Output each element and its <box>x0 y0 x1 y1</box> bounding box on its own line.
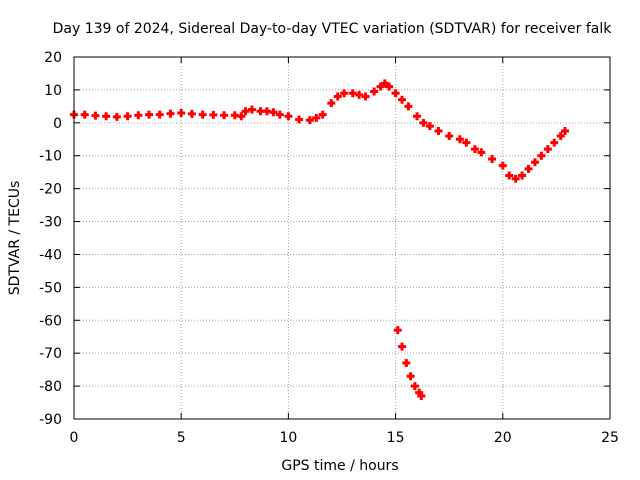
data-point <box>398 95 407 104</box>
data-point <box>470 145 479 154</box>
y-tick-label: -10 <box>39 149 62 165</box>
data-point <box>198 110 207 119</box>
data-series <box>70 79 569 400</box>
data-point <box>417 391 426 400</box>
data-point <box>406 372 415 381</box>
data-point <box>550 138 559 147</box>
data-point <box>477 148 486 157</box>
y-tick-label: -60 <box>39 313 62 329</box>
x-tick-label: 0 <box>70 430 79 446</box>
data-point <box>537 151 546 160</box>
data-point <box>505 171 514 180</box>
data-point <box>305 116 314 125</box>
data-point <box>134 111 143 120</box>
data-point <box>434 127 443 136</box>
y-tick-label: 0 <box>53 116 62 132</box>
y-tick-labels: 20 10 0 -10 -20 -30 -40 -50 -60 -70 -80 -90 <box>39 50 62 428</box>
data-point <box>556 131 565 140</box>
data-point <box>518 171 527 180</box>
y-tick-label: 20 <box>44 50 62 66</box>
y-tick-label: -80 <box>39 379 62 395</box>
data-point <box>295 115 304 124</box>
data-point <box>327 99 336 108</box>
data-point <box>410 382 419 391</box>
data-point <box>112 112 121 121</box>
y-tick-label: -40 <box>39 247 62 263</box>
data-point <box>355 90 364 99</box>
data-point <box>145 110 154 119</box>
data-point <box>380 79 389 88</box>
data-point <box>318 110 327 119</box>
data-point <box>123 112 132 121</box>
x-tick-label: 25 <box>601 430 619 446</box>
data-point <box>333 92 342 101</box>
data-point <box>340 89 349 98</box>
x-tick-label: 15 <box>387 430 405 446</box>
plot-frame <box>73 56 611 420</box>
data-point <box>312 113 321 122</box>
data-point <box>275 110 284 119</box>
data-point <box>284 112 293 121</box>
data-point <box>524 164 533 173</box>
data-point <box>102 112 111 121</box>
data-point <box>445 131 454 140</box>
data-point <box>166 109 175 118</box>
data-point <box>177 108 186 117</box>
y-tick-label: -30 <box>39 215 62 231</box>
data-point <box>462 138 471 147</box>
data-point <box>455 135 464 144</box>
data-point <box>488 155 497 164</box>
series-sdtvar <box>70 79 569 400</box>
data-point <box>498 161 507 170</box>
data-point <box>376 82 385 91</box>
chart-title: Day 139 of 2024, Sidereal Day-to-day VTE… <box>53 21 613 37</box>
data-point <box>391 89 400 98</box>
data-point <box>393 326 402 335</box>
grid-lines <box>74 57 610 419</box>
y-tick-label: 10 <box>44 83 62 99</box>
data-point <box>425 122 434 131</box>
data-point <box>187 109 196 118</box>
x-tick-labels: 0 5 10 15 20 25 <box>70 430 619 446</box>
data-point <box>370 87 379 96</box>
data-point <box>398 342 407 351</box>
x-tick-label: 5 <box>177 430 186 446</box>
data-point <box>419 118 428 127</box>
y-tick-label: -50 <box>39 280 62 296</box>
y-tick-label: -90 <box>39 412 62 428</box>
data-point <box>348 89 357 98</box>
data-point <box>361 92 370 101</box>
data-point <box>385 82 394 91</box>
data-point <box>413 112 422 121</box>
y-tick-label: -70 <box>39 346 62 362</box>
y-tick-label: -20 <box>39 182 62 198</box>
data-point <box>247 105 256 114</box>
y-axis-label: SDTVAR / TECUs <box>7 181 23 296</box>
data-point <box>530 158 539 167</box>
data-point <box>404 102 413 111</box>
data-point <box>209 110 218 119</box>
data-point <box>560 127 569 136</box>
data-point <box>80 110 89 119</box>
x-tick-label: 20 <box>494 430 512 446</box>
data-point <box>269 108 278 117</box>
x-axis-label: GPS time / hours <box>281 458 398 474</box>
data-point <box>543 145 552 154</box>
data-point <box>220 111 229 120</box>
data-point <box>241 107 250 116</box>
data-point <box>511 174 520 183</box>
data-point <box>402 359 411 368</box>
x-tick-label: 10 <box>279 430 297 446</box>
data-point <box>91 111 100 120</box>
data-point <box>155 110 164 119</box>
data-point <box>237 112 246 121</box>
